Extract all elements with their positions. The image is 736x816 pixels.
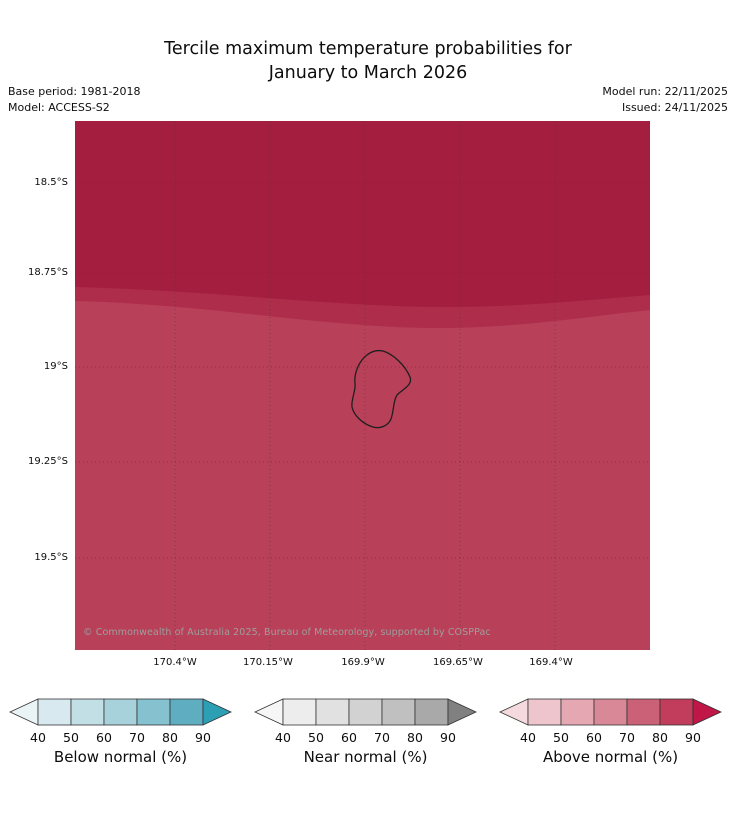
colorbar-segment bbox=[37, 698, 72, 726]
colorbar-segment bbox=[659, 698, 694, 726]
colorbar-tick: 70 bbox=[374, 730, 390, 745]
colorbar-tick: 50 bbox=[553, 730, 569, 745]
colorbar-segment bbox=[593, 698, 628, 726]
colorbar-tick: 90 bbox=[440, 730, 456, 745]
colorbar-ticks: 40 50 60 70 80 90 bbox=[8, 726, 233, 748]
colorbar-above-normal: 40 50 60 70 80 90 Above normal (%) bbox=[498, 698, 723, 766]
colorbar-segment bbox=[315, 698, 350, 726]
colorbar-segment bbox=[560, 698, 595, 726]
colorbar-right-arrow bbox=[202, 698, 232, 726]
colorbar-segment bbox=[626, 698, 661, 726]
y-axis-tick-label: 19.25°S bbox=[28, 456, 68, 467]
colorbar-segment bbox=[169, 698, 204, 726]
colorbar-segment bbox=[70, 698, 105, 726]
issued-date-text: Issued: 24/11/2025 bbox=[621, 101, 728, 114]
page-title: Tercile maximum temperature probabilitie… bbox=[0, 37, 736, 85]
grid-lines bbox=[75, 121, 650, 650]
x-axis-tick-label: 170.4°W bbox=[153, 657, 197, 668]
colorbar-tick: 70 bbox=[129, 730, 145, 745]
island-outline bbox=[351, 349, 412, 429]
base-period-text: Base period: 1981-2018 bbox=[8, 85, 141, 98]
colorbar-near-normal-scale bbox=[254, 698, 477, 726]
colorbar-tick: 50 bbox=[63, 730, 79, 745]
colorbar-right-arrow bbox=[692, 698, 722, 726]
colorbar-below-normal: 40 50 60 70 80 90 Below normal (%) bbox=[8, 698, 233, 766]
meta-right: Model run: 22/11/2025 Issued: 24/11/2025 bbox=[602, 84, 728, 116]
colorbar-tick: 40 bbox=[30, 730, 46, 745]
colorbar-tick: 90 bbox=[195, 730, 211, 745]
colorbar-tick: 80 bbox=[652, 730, 668, 745]
probability-map bbox=[75, 121, 650, 650]
colorbar-tick: 70 bbox=[619, 730, 635, 745]
map-area: © Commonwealth of Australia 2025, Bureau… bbox=[75, 121, 650, 650]
colorbar-tick: 60 bbox=[341, 730, 357, 745]
x-axis-tick-label: 169.9°W bbox=[341, 657, 385, 668]
colorbar-below-normal-scale bbox=[9, 698, 232, 726]
y-axis-tick-label: 19°S bbox=[43, 361, 68, 372]
copyright-text: © Commonwealth of Australia 2025, Bureau… bbox=[83, 627, 491, 638]
x-axis-tick-label: 169.65°W bbox=[433, 657, 483, 668]
colorbar-left-arrow bbox=[254, 698, 284, 726]
colorbar-label: Near normal (%) bbox=[303, 748, 428, 766]
title-line2: January to March 2026 bbox=[268, 63, 468, 83]
colorbar-above-normal-scale bbox=[499, 698, 722, 726]
y-axis-tick-label: 18.75°S bbox=[28, 267, 68, 278]
y-axis-tick-label: 19.5°S bbox=[34, 552, 68, 563]
colorbar-segment bbox=[103, 698, 138, 726]
y-axis-tick-label: 18.5°S bbox=[34, 177, 68, 188]
title-line1: Tercile maximum temperature probabilitie… bbox=[164, 39, 572, 59]
colorbar-left-arrow bbox=[9, 698, 39, 726]
colorbar-tick: 50 bbox=[308, 730, 324, 745]
colorbar-tick: 60 bbox=[96, 730, 112, 745]
colorbar-tick: 60 bbox=[586, 730, 602, 745]
colorbar-segment bbox=[348, 698, 383, 726]
colorbar-ticks: 40 50 60 70 80 90 bbox=[498, 726, 723, 748]
colorbar-left-arrow bbox=[499, 698, 529, 726]
colorbar-label: Below normal (%) bbox=[53, 748, 188, 766]
colorbar-tick: 40 bbox=[520, 730, 536, 745]
colorbar-label: Above normal (%) bbox=[542, 748, 679, 766]
colorbar-segment bbox=[136, 698, 171, 726]
colorbar-tick: 40 bbox=[275, 730, 291, 745]
colorbar-segment bbox=[414, 698, 449, 726]
colorbar-near-normal: 40 50 60 70 80 90 Near normal (%) bbox=[253, 698, 478, 766]
colorbar-segment bbox=[527, 698, 562, 726]
meta-left: Base period: 1981-2018 Model: ACCESS-S2 bbox=[8, 84, 140, 116]
x-axis-tick-label: 169.4°W bbox=[529, 657, 573, 668]
colorbar-ticks: 40 50 60 70 80 90 bbox=[253, 726, 478, 748]
colorbar-tick: 90 bbox=[685, 730, 701, 745]
colorbar-tick: 80 bbox=[162, 730, 178, 745]
colorbar-segment bbox=[282, 698, 317, 726]
model-run-text: Model run: 22/11/2025 bbox=[602, 85, 728, 98]
colorbar-right-arrow bbox=[447, 698, 477, 726]
x-axis-tick-label: 170.15°W bbox=[243, 657, 293, 668]
colorbar-segment bbox=[381, 698, 416, 726]
model-name-text: Model: ACCESS-S2 bbox=[8, 101, 110, 114]
map-region-high-probability bbox=[75, 121, 650, 307]
colorbar-tick: 80 bbox=[407, 730, 423, 745]
